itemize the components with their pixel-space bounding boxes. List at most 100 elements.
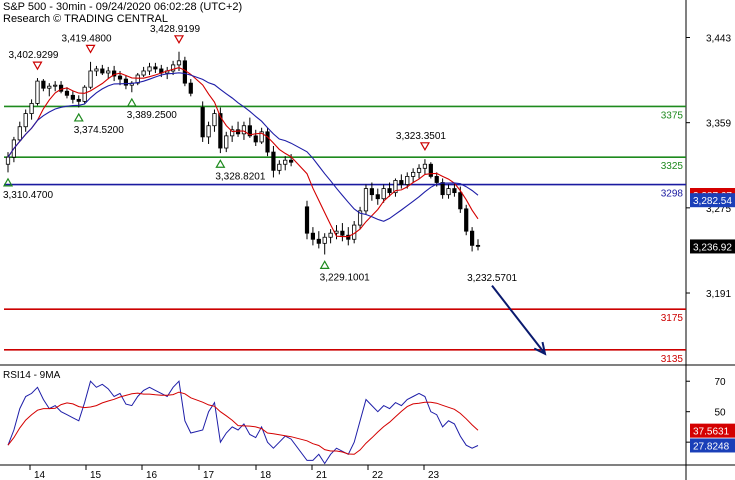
ma-blue-line — [7, 72, 479, 222]
level-label-3298: 3298 — [661, 189, 684, 200]
annotation-label: 3,389.2500 — [127, 110, 177, 121]
candle — [411, 168, 416, 183]
candle — [322, 233, 327, 255]
annotation: 3,428.9199 — [150, 24, 200, 44]
x-tick-label: 16 — [146, 470, 158, 480]
x-tick-label: 15 — [90, 470, 102, 480]
y-tick-label: 3,443 — [706, 34, 731, 45]
candle — [304, 200, 310, 240]
svg-text:3,282.54: 3,282.54 — [693, 196, 732, 207]
candle — [265, 127, 270, 157]
candle — [141, 66, 146, 78]
candle — [70, 91, 75, 104]
candle — [170, 60, 176, 76]
rsi-tag: 27.8248 — [690, 438, 735, 453]
candle — [387, 182, 392, 197]
chart-title: S&P 500 - 30min - 09/24/2020 06:02:28 (U… — [3, 1, 243, 13]
candle — [464, 204, 469, 236]
axes: 3,443 3,359 3,275 3,191 14 15 16 17 18 21 22 23 3,28… — [29, 34, 735, 480]
candle — [218, 107, 223, 154]
candle — [340, 223, 345, 242]
rsi-ma-line — [7, 391, 479, 455]
annotation-label: 3,310.4700 — [3, 190, 53, 201]
candle — [470, 227, 475, 252]
candle — [357, 206, 363, 230]
candle — [82, 85, 87, 104]
annotation: 3,328.8201 — [215, 159, 266, 182]
candle — [112, 65, 117, 82]
candle — [416, 164, 422, 179]
candle — [100, 64, 105, 76]
svg-text:27.8248: 27.8248 — [693, 441, 730, 452]
annotations: 3,402.9299 3,419.4800 3,428.9199 3,374.5200… — [2, 24, 547, 356]
annotation-label: 3,402.9299 — [8, 50, 58, 61]
candle — [230, 125, 235, 142]
candle — [334, 225, 339, 240]
candle — [35, 78, 40, 106]
price-tag: 3,236.92 — [690, 239, 735, 254]
candle — [212, 109, 217, 132]
low-marker-icon — [215, 159, 226, 168]
rsi-line — [7, 380, 479, 465]
high-marker-icon — [419, 142, 430, 152]
forecast-arrow-line — [491, 285, 546, 355]
candle — [17, 121, 22, 142]
candle — [88, 61, 93, 90]
low-marker-icon — [126, 97, 137, 107]
candle — [399, 174, 404, 189]
candle — [405, 172, 410, 189]
candle — [271, 146, 276, 178]
level-label-3135: 3135 — [661, 354, 684, 365]
candle — [224, 131, 229, 153]
annotation-label: 3,328.8201 — [215, 171, 265, 182]
candle — [47, 83, 52, 97]
forecast-arrow-head-icon — [533, 341, 547, 356]
annotation: 3,374.5200 — [73, 112, 124, 136]
candle — [259, 127, 264, 144]
candle — [452, 182, 457, 197]
candle — [283, 156, 288, 171]
x-tick-label: 14 — [34, 470, 46, 480]
candle — [23, 109, 28, 132]
annotation: 3,402.9299 — [8, 50, 59, 71]
candle — [440, 178, 445, 199]
y-tick-label: 3,191 — [706, 289, 731, 300]
candle — [64, 87, 70, 99]
candle — [106, 66, 111, 80]
annotation-label: 3,428.9199 — [150, 24, 200, 35]
moving-averages — [7, 67, 479, 238]
candle — [235, 121, 241, 137]
candle — [29, 99, 34, 120]
candle — [153, 62, 158, 73]
candle — [446, 184, 451, 199]
candle — [94, 65, 99, 77]
low-marker-icon — [2, 177, 14, 187]
candle — [475, 239, 481, 251]
candle — [289, 154, 294, 167]
annotation-label: 3,374.5200 — [74, 125, 124, 136]
level-label-3175: 3175 — [661, 313, 684, 324]
annotation-label: 3,229.1001 — [320, 272, 370, 283]
candle — [123, 75, 129, 90]
candle — [316, 231, 321, 249]
rsi-tick-label: 50 — [714, 408, 726, 419]
annotation-label: 3,232.5701 — [467, 273, 517, 284]
low-marker-icon — [73, 112, 84, 122]
high-marker-icon — [85, 44, 96, 54]
annotation: 3,389.2500 — [126, 97, 177, 121]
candle — [58, 81, 64, 94]
candle — [53, 81, 58, 92]
rsi-title: RSI14 - 9MA — [3, 370, 61, 381]
x-tick-label: 22 — [372, 470, 384, 480]
price-tag: 3,282.54 — [690, 193, 735, 208]
candle — [393, 178, 398, 197]
x-tick-label: 18 — [260, 470, 272, 480]
candle — [369, 182, 374, 201]
ma-red-line — [7, 67, 479, 238]
annotation-label: 3,419.4800 — [62, 33, 112, 44]
candle — [165, 66, 170, 80]
rsi-tick-label: 70 — [714, 377, 726, 388]
chart-copyright: Research © TRADING CENTRAL — [3, 13, 168, 25]
